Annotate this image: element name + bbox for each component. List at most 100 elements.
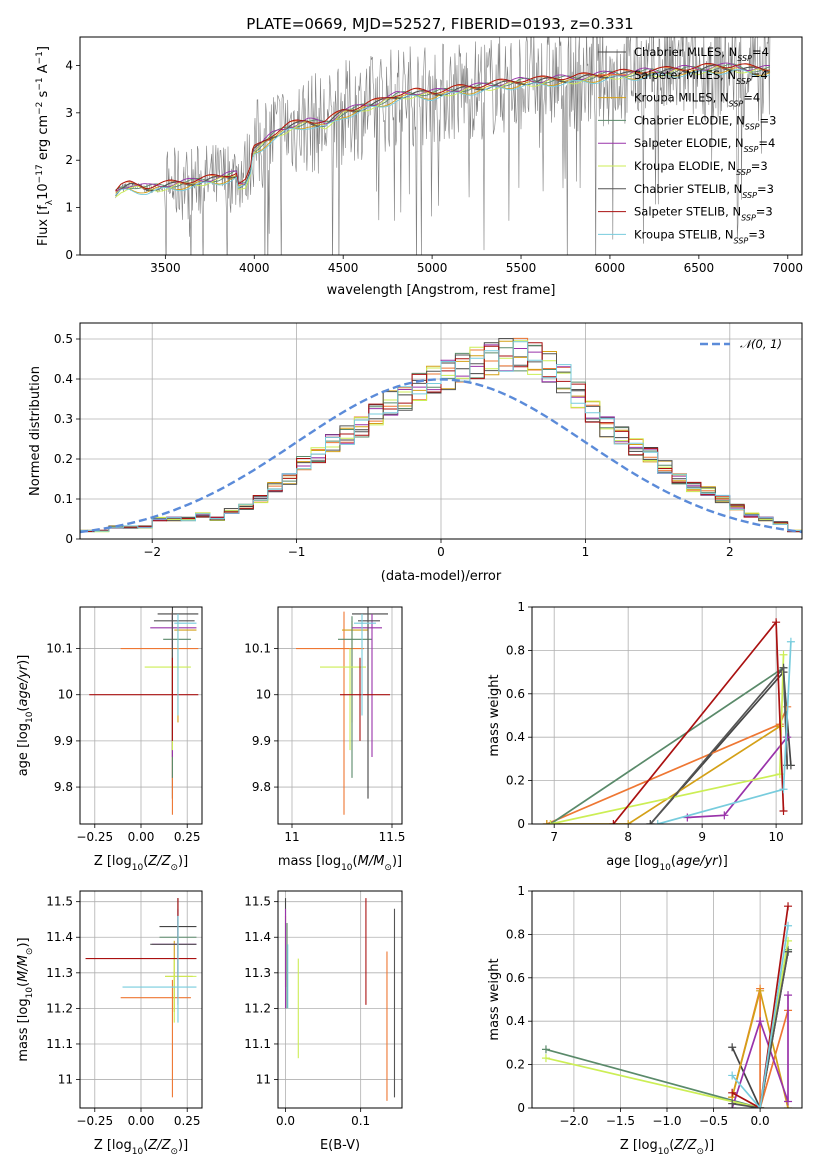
residuals-xtick-label: 1 xyxy=(582,545,590,559)
legend-label: Salpeter MILES, NSSP=4 xyxy=(634,68,768,86)
mass_weight_vs_age-ytick-label: 0.6 xyxy=(506,687,525,701)
weight-marker xyxy=(772,618,781,627)
age_vs_Z-ytick-label: 9.8 xyxy=(54,780,73,794)
mass_vs_Z-xtick-label: 0.00 xyxy=(128,1114,155,1128)
axis-label-part: )] xyxy=(718,854,728,869)
axis-label-part: ⊙ xyxy=(170,1147,178,1157)
weight-marker xyxy=(779,806,788,815)
axis-label-part: )] xyxy=(16,655,31,665)
mass_weight_vs_Z-ytick-label: 0 xyxy=(517,1101,525,1115)
residuals-xtick-label: −1 xyxy=(288,545,306,559)
weight-line xyxy=(546,725,781,824)
mass_weight_vs_age-plot-area xyxy=(542,618,795,824)
weight-marker xyxy=(784,947,793,956)
age_vs_mass-frame xyxy=(277,606,403,825)
legend-label-name: Salpeter MILES, N xyxy=(634,68,736,82)
axis-label-part: M/M xyxy=(16,955,31,982)
axis-label-part: 10 xyxy=(658,1147,670,1157)
legend-label: Chabrier MILES, NSSP=4 xyxy=(634,45,769,63)
axis-label-part: age/yr xyxy=(676,854,719,869)
mass_weight_vs_Z-xtick-label: −0.5 xyxy=(699,1114,728,1128)
axis-label: Z [log10(Z/Z⊙)] xyxy=(94,1138,188,1157)
age_vs_mass-ytick-label: 9.8 xyxy=(252,780,271,794)
age_vs_mass-ytick-label: 10.1 xyxy=(244,642,271,656)
legend-label: Kroupa MILES, NSSP=4 xyxy=(634,91,760,109)
residuals-plot-area xyxy=(80,337,802,534)
spectrum-xtick-label: 6000 xyxy=(595,261,626,275)
mass_weight_vs_age-ytick-label: 0 xyxy=(517,817,525,831)
axis-label-part: )] xyxy=(704,1138,714,1153)
axis-label-part: age [log xyxy=(16,723,31,776)
weight-ylabel: mass weight xyxy=(487,958,502,1040)
residuals-xtick-label: −2 xyxy=(143,545,161,559)
weight-marker xyxy=(756,986,765,995)
weight-marker xyxy=(542,820,551,824)
axis-label-part: ( xyxy=(353,854,358,869)
spectrum-xtick-label: 5000 xyxy=(417,261,448,275)
axis-label-part: −1 xyxy=(35,51,45,64)
weight-marker xyxy=(683,813,692,822)
mass_weight_vs_Z-xtick-label: −1.0 xyxy=(652,1114,681,1128)
legend-label-name: Salpeter ELODIE, N xyxy=(634,136,744,150)
mass_weight_vs_Z-plot-area xyxy=(541,902,793,1108)
residuals-xtick-label: 2 xyxy=(726,545,734,559)
legend-label-sub: SSP xyxy=(745,122,760,131)
mass_weight_vs_Z-xtick-label: −2.0 xyxy=(559,1114,588,1128)
legend-label-sub: SSP xyxy=(734,236,749,245)
axis-label-part: ( xyxy=(16,982,31,987)
weight-marker xyxy=(783,733,792,742)
weight-line xyxy=(732,951,789,1108)
weight-marker xyxy=(756,1104,765,1108)
legend-label: Salpeter STELIB, NSSP=3 xyxy=(634,205,773,223)
spectrum-axes: 3500 4000 4500 5000 5500 6000 6500 7000 0 1 2 3 4 wav… xyxy=(35,36,803,298)
mass_vs_Z-xtick-label: 0.25 xyxy=(174,1114,201,1128)
weight-marker xyxy=(779,650,788,659)
mass_weight_vs_age-ytick-label: 0.4 xyxy=(506,730,525,744)
residuals-grid xyxy=(80,323,802,540)
mass_weight_vs_Z-ytick-label: 0.8 xyxy=(506,927,525,941)
weight-line xyxy=(550,666,789,824)
weight-marker xyxy=(720,811,729,820)
weight-marker xyxy=(653,820,662,824)
spectrum-plot-area xyxy=(115,37,771,255)
mass_vs_Z-ytick-label: 11.4 xyxy=(46,930,73,944)
legend-label-name: Salpeter STELIB, N xyxy=(634,205,741,219)
spectrum-xtick-label: 4000 xyxy=(239,261,270,275)
spectrum-ytick-label: 3 xyxy=(65,106,73,120)
mass_vs_Z-ytick-label: 11.1 xyxy=(46,1037,73,1051)
weight-marker xyxy=(784,921,793,930)
axis-label: Z [log10(Z/Z⊙)] xyxy=(94,854,188,873)
axis-label-part: 10 xyxy=(132,863,144,873)
weight-marker xyxy=(728,1043,737,1052)
axis-label-part: 10 xyxy=(25,987,35,999)
weight-marker xyxy=(541,1045,550,1054)
age_vs_Z-ytick-label: 10.1 xyxy=(46,642,73,656)
axis-label-part: −2 xyxy=(35,102,45,115)
legend-label-name: Chabrier MILES, N xyxy=(634,45,737,59)
weight-line xyxy=(731,906,789,1108)
axis-label-part: ⊙ xyxy=(170,863,178,873)
axis-label-part: Z [log xyxy=(620,1138,658,1153)
axis-label-part: ( xyxy=(16,707,31,712)
axis-label-part: ⊙ xyxy=(696,1147,704,1157)
legend-label-suffix: =3 xyxy=(756,205,773,219)
age_vs_mass-ytick-label: 10 xyxy=(256,688,271,702)
mass_weight_vs_Z-ytick-label: 0.2 xyxy=(506,1058,525,1072)
residuals-ytick-label: 0.5 xyxy=(54,332,73,346)
weight-marker xyxy=(728,1088,737,1097)
mass_weight_vs_Z-ytick-label: 0.6 xyxy=(506,971,525,985)
axis-label-part: 10 xyxy=(25,711,35,723)
mass_vs_Z-ytick-label: 11.5 xyxy=(46,895,73,909)
axis-label-part: ( xyxy=(671,854,676,869)
axis-label-part: mass [log xyxy=(16,998,31,1061)
mass_vs_Z-ytick-label: 11 xyxy=(58,1073,73,1087)
histogram-step-line xyxy=(80,341,802,532)
spectrum-ytick-label: 2 xyxy=(65,153,73,167)
axis-label-part: ] xyxy=(36,46,51,51)
weight-marker xyxy=(546,820,555,824)
axis-label-part: )] xyxy=(16,937,31,947)
mass_weight_vs_Z-ytick-label: 1 xyxy=(517,884,525,898)
